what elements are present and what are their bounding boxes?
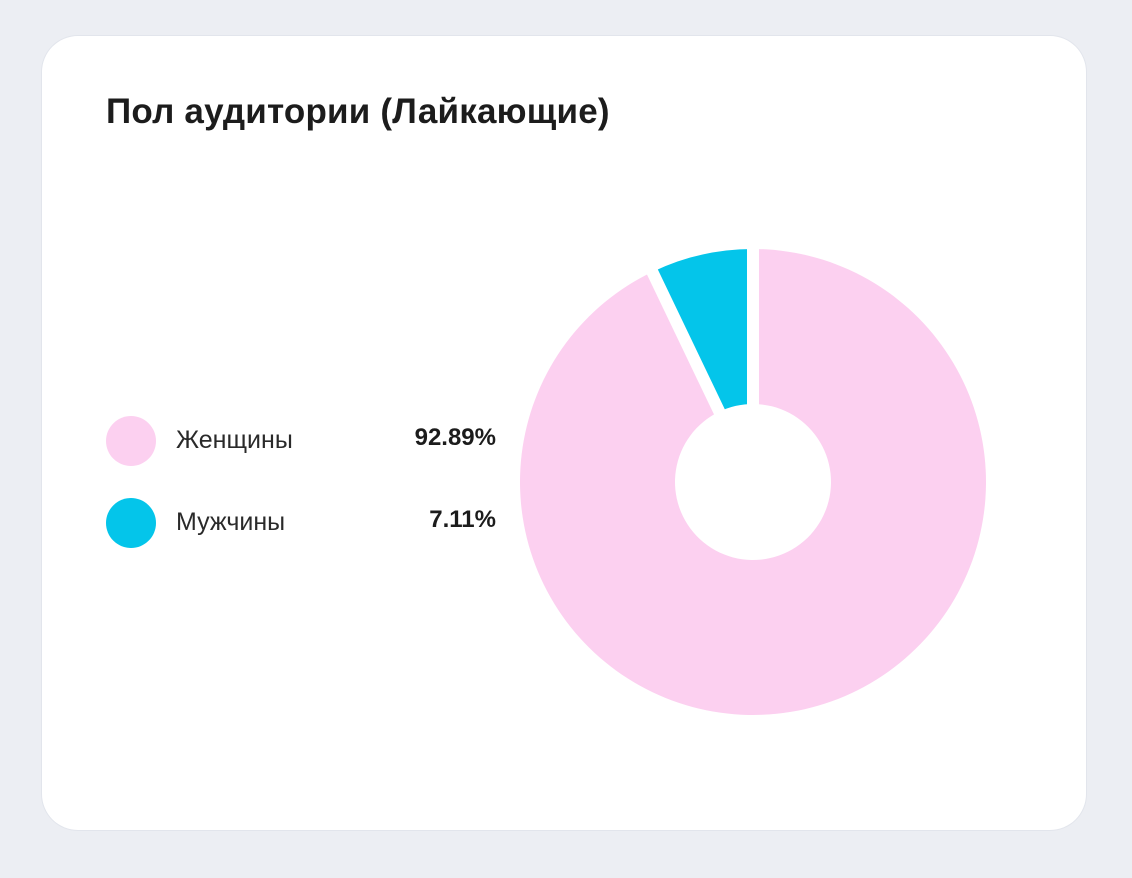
legend: Женщины 92.89% Мужчины 7.11% bbox=[106, 416, 496, 580]
legend-swatch-women bbox=[106, 416, 156, 466]
slice-separator bbox=[646, 267, 726, 417]
legend-label-women: Женщины bbox=[176, 426, 293, 454]
donut-slice-women bbox=[520, 249, 986, 715]
chart-title: Пол аудитории (Лайкающие) bbox=[106, 92, 610, 131]
legend-swatch-men bbox=[106, 498, 156, 548]
donut-slice-men bbox=[652, 249, 753, 412]
chart-card: Пол аудитории (Лайкающие) Женщины 92.89%… bbox=[42, 36, 1086, 830]
legend-value-women: 92.89% bbox=[414, 424, 496, 451]
legend-label-men: Мужчины bbox=[176, 508, 286, 536]
legend-item-women: Женщины 92.89% bbox=[106, 416, 496, 466]
legend-item-men: Мужчины 7.11% bbox=[106, 498, 496, 548]
legend-value-men: 7.11% bbox=[429, 506, 496, 533]
donut-chart bbox=[520, 247, 986, 715]
